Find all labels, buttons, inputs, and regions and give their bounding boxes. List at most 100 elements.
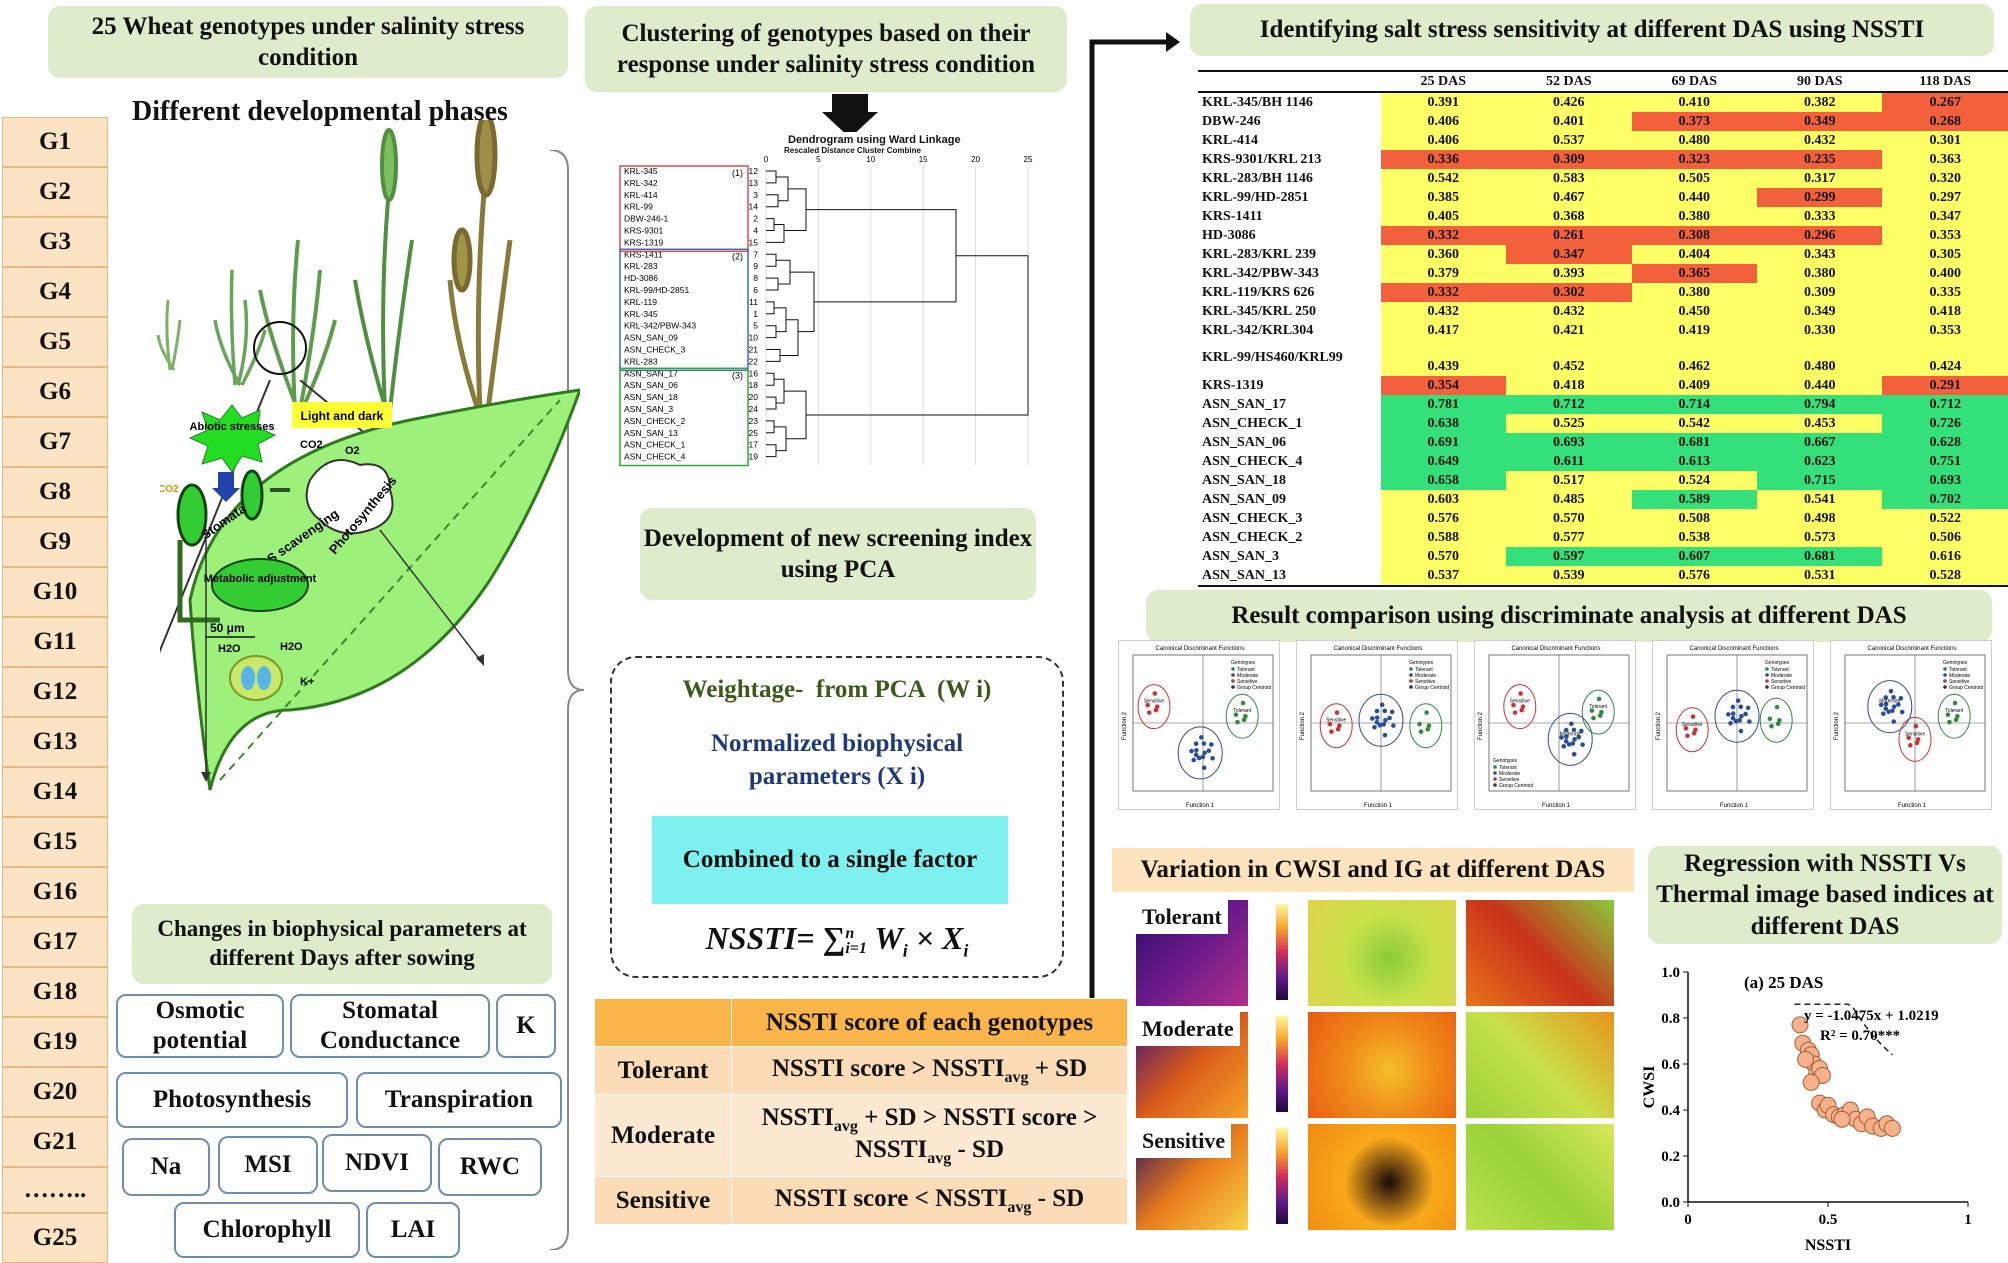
- dend-label: KRL-283: [624, 356, 658, 366]
- stomata-cell-right: [240, 469, 264, 521]
- nssti-cell: 0.404: [1631, 245, 1757, 264]
- lda-point: [1597, 713, 1603, 718]
- lda-point: [1379, 702, 1385, 708]
- lda-legend-item: Tolerant: [1415, 667, 1433, 673]
- nssti-cell: 0.365: [1631, 264, 1757, 283]
- nssti-cell: 0.538: [1631, 528, 1757, 547]
- nssti-banner: Identifying salt stress sensitivity at d…: [1190, 4, 1994, 56]
- nssti-cell: 0.573: [1757, 528, 1883, 547]
- lda-legend-dot: [1409, 685, 1413, 689]
- nssti-cell: 0.712: [1882, 395, 2008, 414]
- nssti-cell: 0.261: [1506, 226, 1632, 245]
- nssti-cell: 0.393: [1506, 264, 1632, 283]
- dend-label: ASN_CHECK_3: [624, 345, 686, 355]
- seedling-1: [156, 299, 182, 371]
- nssti-cell: 0.453: [1757, 414, 1883, 433]
- nssti-cell: 0.715: [1757, 471, 1883, 490]
- dend-label: KRS-1411: [624, 249, 663, 259]
- lda-point: [1775, 721, 1781, 727]
- nssti-cell: 0.541: [1757, 490, 1883, 509]
- nssti-cell: 0.353: [1882, 321, 2008, 340]
- ig-image: [1466, 900, 1614, 1006]
- dend-label: ASN_SAN_13: [624, 428, 678, 438]
- nssti-genotype-name: KRL-99/HD-2851: [1198, 188, 1381, 207]
- lda-point: [1569, 721, 1574, 727]
- thermal-image-moderate: Moderate: [1136, 1012, 1248, 1118]
- lda-point: [1374, 715, 1380, 720]
- nssti-cell: 0.406: [1380, 131, 1507, 150]
- lda-point: [1520, 704, 1526, 709]
- lda-point: [1890, 708, 1895, 714]
- lda-point: [1579, 728, 1584, 734]
- lda-legend-dot: [1231, 685, 1235, 689]
- nssti-cell: 0.583: [1506, 169, 1632, 188]
- nssti-cell: 0.349: [1757, 302, 1883, 321]
- lda-point: [1774, 704, 1780, 710]
- genotype-23: G25: [2, 1213, 108, 1263]
- nssti-row: KRL-99/HS460/KRL99 0.439 0.452 0.462 0.480 0.…: [1198, 340, 2008, 376]
- lda-point: [1914, 740, 1920, 746]
- h2o-right-label: H2O: [280, 641, 303, 653]
- dend-label: ASN_SAN_06: [624, 380, 678, 390]
- regression-banner: Regression with NSSTI Vs Thermal image b…: [1648, 846, 2002, 944]
- genotype-8: G8: [2, 467, 108, 517]
- lda-point: [1418, 729, 1424, 734]
- lda-point: [1425, 726, 1431, 732]
- dend-branch: [766, 420, 775, 434]
- nssti-cell: 0.480: [1757, 340, 1883, 376]
- lda-point: [1891, 719, 1897, 724]
- dend-label: KRS-1319: [624, 237, 663, 247]
- dend-tick-15: 15: [919, 155, 928, 164]
- classification-table: NSSTI score of each genotypes Tolerant N…: [594, 998, 1128, 1225]
- lda-legend-item: Sensitive: [1771, 679, 1792, 685]
- genotype-16: G16: [2, 867, 108, 917]
- lda-point: [1947, 719, 1952, 725]
- dend-label: KRL-99: [624, 202, 653, 212]
- scale-label: 50 μm: [210, 621, 245, 635]
- nssti-cell: 0.597: [1506, 547, 1632, 566]
- lda-ylabel: Function 2: [1300, 711, 1306, 740]
- nssti-row: ASN_SAN_3 0.570 0.597 0.607 0.681 0.616: [1198, 547, 2008, 566]
- reg-point: [1791, 1016, 1809, 1034]
- dend-branch: [766, 444, 777, 458]
- lda-legend-dot: [1493, 771, 1497, 775]
- nssti-row: KRL-283/BH 1146 0.542 0.583 0.505 0.317 0.320: [1198, 169, 2008, 188]
- changes-title: Changes in biophysical parameters at dif…: [157, 916, 527, 970]
- nssti-cell: 0.781: [1380, 395, 1507, 414]
- lda-group-ellipse: [1937, 693, 1971, 739]
- nssti-row: KRL-345/KRL 250 0.432 0.432 0.450 0.349 0.418: [1198, 302, 2008, 321]
- cwsi-image: [1308, 1124, 1456, 1230]
- lda-xlabel: Function 1: [1542, 803, 1571, 809]
- lda-point: [1730, 711, 1736, 716]
- lda-point: [1370, 716, 1375, 721]
- lda-group-label: Sensitive: [1326, 718, 1347, 724]
- dend-number: 6: [753, 285, 758, 295]
- nssti-cell: 0.439: [1380, 340, 1507, 376]
- nssti-table: 25 DAS 52 DAS 69 DAS 90 DAS 118 DAS KRL-345/…: [1198, 70, 2008, 587]
- reg-point: [1883, 1119, 1901, 1137]
- dend-number: 8: [753, 273, 758, 283]
- formula-wi: i: [902, 940, 908, 961]
- lda-point: [1953, 717, 1959, 722]
- genotype-6: G6: [2, 367, 108, 417]
- nssti-cell: 0.726: [1882, 414, 2008, 433]
- dend-number: 10: [749, 333, 759, 343]
- lda-point: [1566, 742, 1572, 747]
- lda-point: [1693, 727, 1698, 733]
- lda-legend-dot: [1493, 777, 1497, 781]
- lda-legend-item: Moderate: [1949, 673, 1970, 679]
- lda-legend-item: Tolerant: [1237, 667, 1255, 673]
- nssti-genotype-name: ASN_SAN_3: [1198, 547, 1381, 566]
- dendrogram-subtitle: Rescaled Distance Cluster Combine: [784, 146, 921, 155]
- dend-number: 16: [749, 368, 759, 378]
- nssti-cell: 0.267: [1882, 92, 2008, 112]
- lda-point: [1576, 734, 1582, 740]
- lda-point: [1564, 734, 1569, 740]
- dend-number: 24: [749, 404, 759, 414]
- dend-number: 15: [749, 237, 759, 247]
- genotype-3: G3: [2, 217, 108, 267]
- reg-point: [1802, 1073, 1820, 1091]
- nssti-cell: 0.432: [1506, 302, 1632, 321]
- lda-point: [1733, 718, 1739, 724]
- nssti-cell: 0.323: [1631, 150, 1757, 169]
